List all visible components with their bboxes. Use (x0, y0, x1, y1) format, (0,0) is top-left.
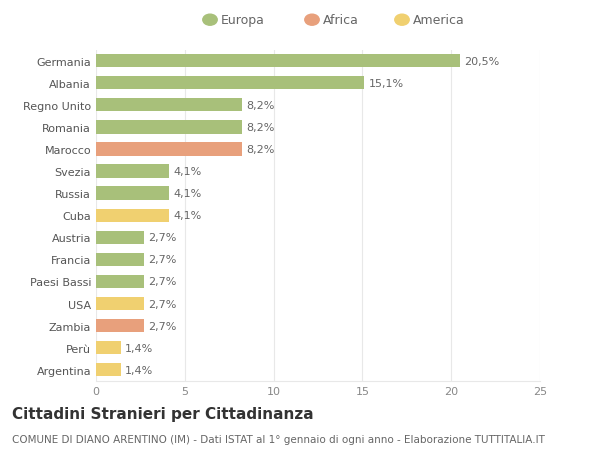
Text: 20,5%: 20,5% (464, 56, 500, 67)
Text: 8,2%: 8,2% (246, 123, 274, 133)
Text: 15,1%: 15,1% (368, 78, 404, 89)
Bar (96, 55, 460, 68)
Bar (96, 364, 121, 376)
Text: 2,7%: 2,7% (148, 321, 177, 331)
Text: 4,1%: 4,1% (173, 167, 202, 177)
Bar (96, 341, 121, 354)
Text: Africa: Africa (323, 14, 359, 27)
Text: 2,7%: 2,7% (148, 233, 177, 243)
Text: 8,2%: 8,2% (246, 145, 274, 155)
Text: 4,1%: 4,1% (173, 189, 202, 199)
Bar (96, 99, 242, 112)
Bar (96, 297, 144, 310)
Text: 2,7%: 2,7% (148, 277, 177, 287)
Bar (96, 165, 169, 178)
Bar (96, 121, 242, 134)
Text: 2,7%: 2,7% (148, 299, 177, 309)
Text: Cittadini Stranieri per Cittadinanza: Cittadini Stranieri per Cittadinanza (12, 406, 314, 421)
Text: 1,4%: 1,4% (125, 365, 154, 375)
Bar (96, 231, 144, 244)
Text: 2,7%: 2,7% (148, 255, 177, 265)
Bar (96, 209, 169, 222)
Text: 1,4%: 1,4% (125, 343, 154, 353)
Bar (96, 253, 144, 266)
Text: America: America (413, 14, 464, 27)
Bar (96, 319, 144, 332)
Bar (96, 275, 144, 288)
Text: 8,2%: 8,2% (246, 101, 274, 111)
Bar (96, 187, 169, 200)
Bar (96, 143, 242, 156)
Bar (96, 77, 364, 90)
Text: Europa: Europa (221, 14, 265, 27)
Text: 4,1%: 4,1% (173, 211, 202, 221)
Text: COMUNE DI DIANO ARENTINO (IM) - Dati ISTAT al 1° gennaio di ogni anno - Elaboraz: COMUNE DI DIANO ARENTINO (IM) - Dati IST… (12, 434, 545, 444)
